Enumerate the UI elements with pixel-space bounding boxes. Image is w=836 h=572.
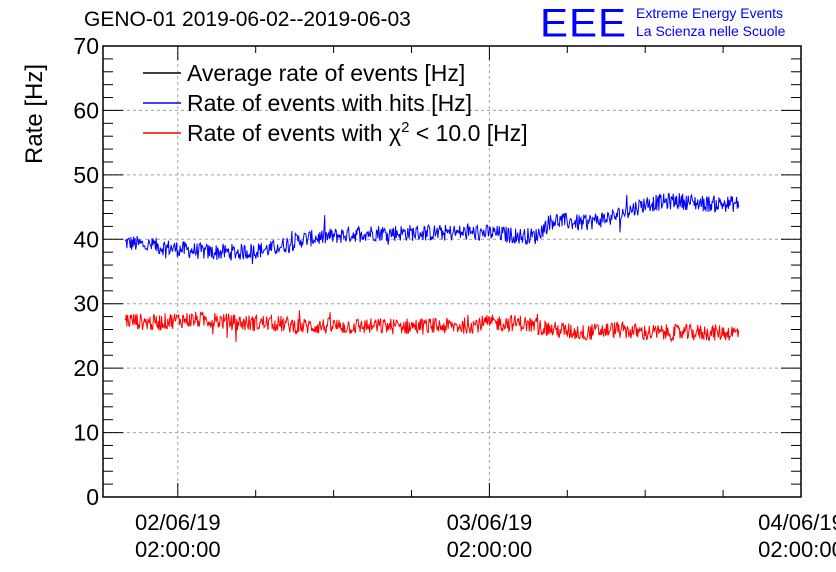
eee-logo-text: Extreme Energy Events La Scienza nelle S… (636, 4, 785, 40)
series-lines (124, 192, 740, 343)
plot-frame (102, 45, 802, 498)
logo-line1: Extreme Energy Events (636, 5, 784, 21)
legend-entry-text: Rate of events with χ2 < 10.0 [Hz] (187, 119, 528, 146)
x-tick-label-date: 02/06/19 (135, 510, 221, 535)
x-tick-label-date: 04/06/19 (758, 510, 836, 535)
x-tick-label-time: 02:00:00 (758, 537, 836, 562)
y-tick-label: 30 (73, 291, 99, 317)
chart-title: GENO-01 2019-06-02--2019-06-03 (84, 8, 411, 31)
y-tick-label: 60 (73, 97, 99, 123)
hits-rate-line (124, 192, 740, 265)
y-tick-label: 50 (73, 162, 99, 188)
legend-entry-text: Average rate of events [Hz] (187, 60, 465, 86)
y-tick-label: 20 (73, 355, 99, 381)
x-tick-label-time: 02:00:00 (135, 537, 221, 562)
legend: Average rate of events [Hz] Rate of event… (143, 60, 528, 146)
axes: 01020304050607002/06/1902:00:0003/06/190… (73, 33, 836, 562)
y-tick-label: 70 (73, 33, 99, 59)
chi2-rate-line (124, 310, 740, 343)
x-tick-label-date: 03/06/19 (447, 510, 533, 535)
legend-entry-text: Rate of events with hits [Hz] (187, 90, 472, 116)
y-tick-label: 10 (73, 420, 99, 446)
logo-line2: La Scienza nelle Scuole (636, 23, 786, 39)
y-tick-label: 40 (73, 226, 99, 252)
x-tick-label-time: 02:00:00 (447, 537, 533, 562)
eee-logo: EEE (540, 0, 628, 45)
y-axis-label: Rate [Hz] (21, 63, 48, 164)
y-tick-label: 0 (86, 484, 99, 510)
